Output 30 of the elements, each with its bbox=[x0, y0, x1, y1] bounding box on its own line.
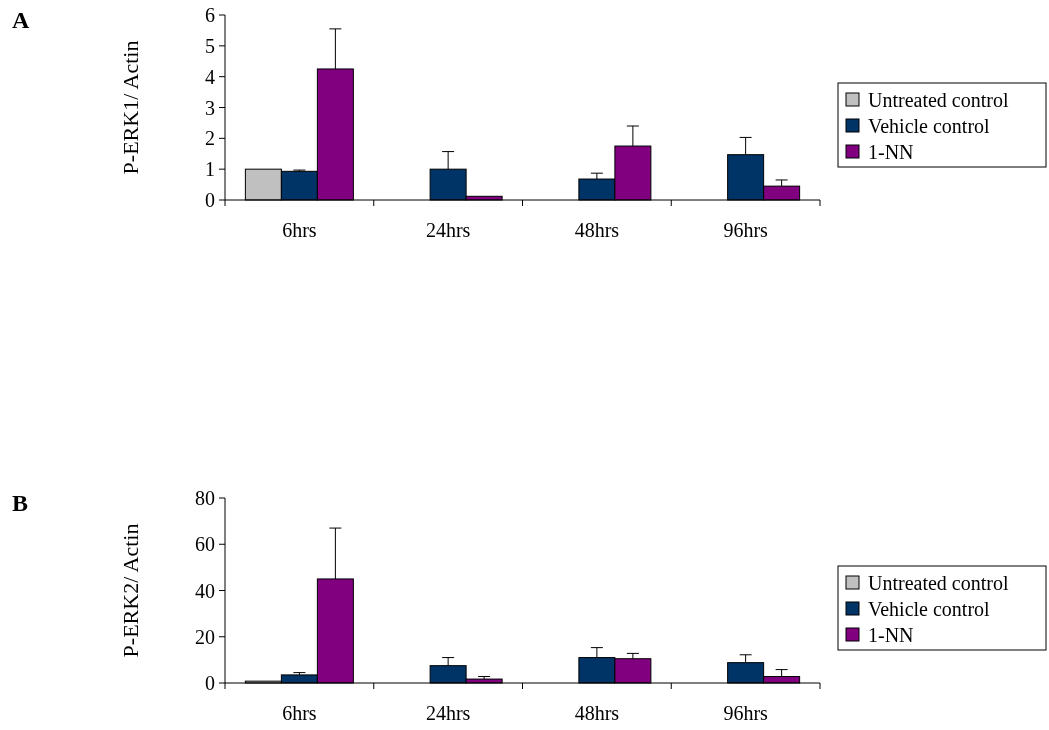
y-axis-title: P-ERK1/ Actin bbox=[118, 40, 143, 175]
y-tick-label: 40 bbox=[195, 579, 215, 602]
y-tick-label: 4 bbox=[205, 65, 215, 88]
y-tick-label: 0 bbox=[205, 672, 215, 694]
x-tick-label: 6hrs bbox=[282, 219, 317, 241]
text: A bbox=[12, 7, 30, 33]
y-tick-label: 80 bbox=[195, 487, 215, 509]
y-tick-label: 3 bbox=[205, 96, 215, 119]
y-axis-title: P-ERK2/ Actin bbox=[118, 523, 143, 658]
legend-label: Vehicle control bbox=[868, 598, 991, 620]
y-tick-label: 2 bbox=[205, 127, 215, 150]
legend-label: 1-NN bbox=[868, 141, 914, 163]
y-tick-label: 5 bbox=[205, 34, 215, 57]
legend-label: Untreated control bbox=[868, 89, 1009, 111]
legend-label: 1-NN bbox=[868, 624, 914, 646]
y-tick-label: 20 bbox=[195, 625, 215, 648]
y-tick-label: 0 bbox=[205, 189, 215, 211]
x-tick-label: 96hrs bbox=[723, 702, 769, 724]
x-tick-label: 24hrs bbox=[425, 219, 471, 241]
x-tick-label: 6hrs bbox=[282, 702, 317, 724]
text: B bbox=[12, 490, 29, 516]
y-tick-label: 6 bbox=[205, 4, 215, 26]
legend-label: Vehicle control bbox=[868, 115, 991, 137]
y-tick-label: 1 bbox=[205, 158, 215, 181]
x-tick-label: 24hrs bbox=[425, 702, 471, 724]
x-tick-label: 48hrs bbox=[574, 219, 620, 241]
x-tick-label: 96hrs bbox=[723, 219, 769, 241]
legend-label: Untreated control bbox=[868, 572, 1009, 594]
y-tick-label: 60 bbox=[195, 533, 215, 556]
x-tick-label: 48hrs bbox=[574, 702, 620, 724]
